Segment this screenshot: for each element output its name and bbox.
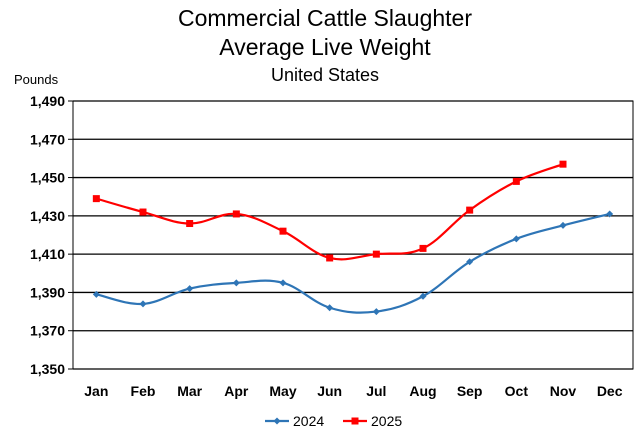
y-tick-label: 1,430 (30, 208, 65, 224)
chart-subtitle-region: United States (271, 65, 379, 85)
legend-marker (351, 417, 359, 425)
y-axis-ticks: 1,350 1,370 1,390 1,410 1,430 1,450 1,470 1,490 (30, 93, 73, 377)
y-tick-label: 1,490 (30, 93, 65, 109)
y-tick-label: 1,410 (30, 246, 65, 262)
data-point-2024 (326, 304, 334, 312)
x-tick-label: Jul (366, 383, 386, 399)
data-point-2025 (279, 227, 287, 235)
data-point-2025 (559, 160, 567, 168)
data-point-2024 (512, 235, 520, 243)
legend-label: 2025 (371, 413, 402, 429)
y-tick-label: 1,390 (30, 284, 65, 300)
chart-title: Commercial Cattle Slaughter (178, 5, 472, 31)
legend-item-2024: 2024 (265, 413, 324, 429)
chart-subtitle: Average Live Weight (219, 34, 431, 60)
x-tick-label: Jan (84, 383, 108, 399)
data-point-2024 (466, 258, 474, 266)
legend-label: 2024 (293, 413, 324, 429)
data-point-2025 (466, 206, 474, 214)
data-point-2024 (279, 279, 287, 287)
data-point-2025 (372, 250, 380, 258)
data-point-2025 (186, 220, 194, 228)
series-line-2024 (96, 212, 610, 314)
y-tick-label: 1,370 (30, 323, 65, 339)
data-point-2025 (326, 254, 334, 262)
x-tick-label: Feb (131, 383, 156, 399)
legend-marker (273, 417, 281, 425)
series-line-2025 (96, 163, 564, 261)
data-point-2024 (186, 285, 194, 293)
x-axis-ticks: Jan Feb Mar Apr May Jun Jul Aug Sep Oct Nov Dec (84, 383, 622, 399)
x-tick-label: Jun (317, 383, 342, 399)
x-tick-label: Aug (409, 383, 436, 399)
data-point-2024 (559, 221, 567, 229)
data-point-2025 (139, 208, 147, 216)
series-2024 (92, 210, 614, 316)
x-tick-label: Dec (597, 383, 623, 399)
x-tick-label: Sep (457, 383, 483, 399)
data-point-2024 (92, 290, 100, 298)
data-point-2025 (419, 244, 427, 252)
x-tick-label: Nov (550, 383, 577, 399)
y-tick-label: 1,350 (30, 361, 65, 377)
data-point-2024 (419, 292, 427, 300)
y-axis-label: Pounds (14, 72, 59, 87)
series-group (92, 160, 614, 316)
gridlines (73, 100, 633, 370)
data-point-2025 (92, 195, 100, 203)
series-2025 (92, 160, 567, 262)
x-tick-label: May (269, 383, 296, 399)
x-tick-label: Apr (224, 383, 249, 399)
legend-item-2025: 2025 (343, 413, 402, 429)
data-point-2024 (232, 279, 240, 287)
data-point-2024 (372, 308, 380, 316)
data-point-2024 (139, 300, 147, 308)
x-tick-label: Mar (177, 383, 202, 399)
data-point-2025 (512, 177, 520, 185)
x-tick-label: Oct (505, 383, 529, 399)
plot-area (72, 100, 634, 370)
legend: 2024 2025 (265, 413, 402, 429)
data-point-2025 (232, 210, 240, 218)
y-tick-label: 1,470 (30, 131, 65, 147)
y-tick-label: 1,450 (30, 170, 65, 186)
data-point-2024 (606, 210, 614, 218)
